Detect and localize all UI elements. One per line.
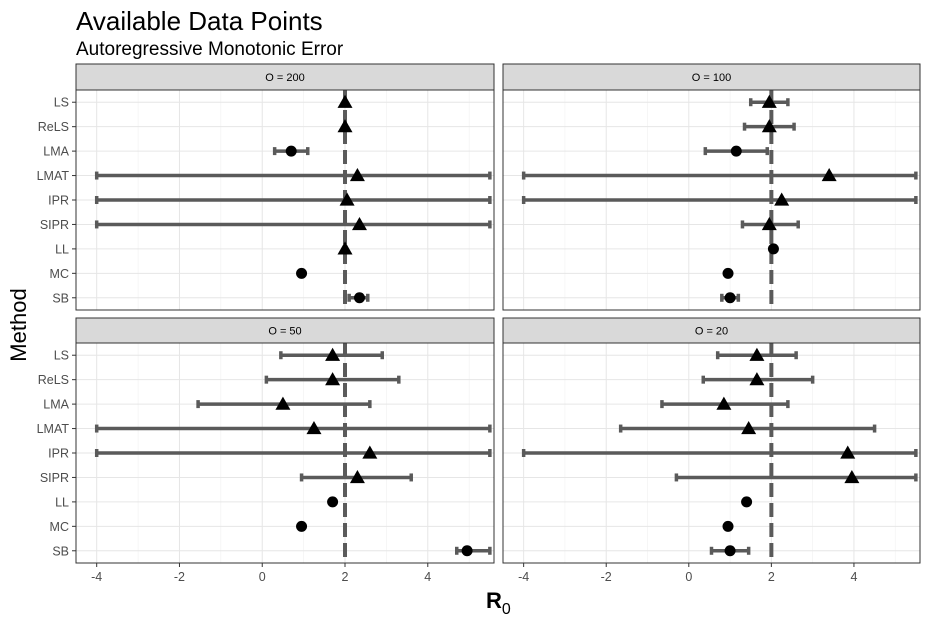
y-axis-title: Method [6, 288, 31, 361]
y-tick-label: SIPR [40, 471, 69, 485]
point-estimate-circle [327, 496, 339, 508]
facet-strip-label: O = 100 [692, 72, 731, 84]
chart-title: Available Data Points [76, 6, 323, 36]
point-estimate-triangle [840, 445, 856, 459]
point-estimate-triangle [821, 168, 837, 182]
x-tick-label: -4 [91, 570, 102, 584]
x-tick-label: 2 [768, 570, 775, 584]
x-tick-label: 4 [850, 570, 857, 584]
point-estimate-triangle [339, 192, 355, 206]
y-tick-label: LS [54, 349, 69, 363]
point-estimate-circle [741, 496, 753, 508]
x-tick-label: -4 [518, 570, 529, 584]
facet-strip [75, 63, 495, 91]
facet-panel-2: O = 50 LS ReLS LMA LMAT IPR SIPR LL MC SB -4 -2 0 2 4 [37, 317, 495, 584]
y-tick-label: SIPR [40, 218, 69, 232]
point-estimate-triangle [741, 421, 757, 435]
x-axis-title: R0 [486, 588, 511, 618]
facet-panel-border [502, 342, 921, 564]
x-axis-title-main: R [486, 588, 502, 613]
facet-strip [502, 63, 921, 91]
point-estimate-triangle [716, 396, 732, 410]
x-axis-title-subscript: 0 [502, 601, 511, 618]
facet-panel-3: O = 20 -4 -2 0 2 4 [502, 317, 921, 584]
point-estimate-triangle [749, 372, 765, 386]
y-tick-label: MC [50, 520, 69, 534]
point-estimate-circle [285, 145, 297, 157]
y-tick-label: LMAT [37, 169, 70, 183]
point-estimate-triangle [306, 421, 322, 435]
y-tick-label: LMAT [37, 422, 70, 436]
point-estimate-triangle [774, 192, 790, 206]
facet-panel-border [502, 89, 921, 311]
facet-strip [75, 317, 495, 344]
point-estimate-triangle [351, 216, 367, 231]
facet-panel-1: O = 100 [502, 63, 921, 311]
point-estimate-triangle [349, 469, 365, 484]
y-tick-label: ReLS [38, 120, 69, 134]
x-tick-label: 0 [259, 570, 266, 584]
y-tick-label: IPR [48, 447, 69, 461]
point-estimate-triangle [325, 372, 341, 386]
point-estimate-triangle [844, 469, 860, 484]
chart-subtitle: Autoregressive Monotonic Error [76, 39, 344, 60]
point-estimate-triangle [275, 396, 291, 410]
point-estimate-triangle [337, 94, 353, 108]
point-estimate-circle [767, 243, 779, 255]
point-estimate-circle [724, 545, 736, 557]
facet-panel-0: O = 200 LS ReLS LMA LMAT IPR SIPR LL MC SB [37, 63, 495, 311]
point-estimate-circle [296, 520, 308, 532]
point-estimate-triangle [325, 347, 341, 361]
point-estimate-triangle [349, 168, 365, 182]
y-tick-label: SB [52, 291, 69, 305]
y-tick-label: LL [55, 242, 69, 256]
facet-strip [502, 317, 921, 344]
y-tick-label: LMA [43, 398, 69, 412]
point-estimate-triangle [362, 445, 378, 459]
y-tick-label: LMA [43, 145, 69, 159]
point-estimate-triangle [749, 347, 765, 361]
x-tick-label: -2 [174, 570, 185, 584]
point-estimate-circle [353, 292, 365, 304]
y-tick-label: IPR [48, 194, 69, 208]
point-estimate-triangle [337, 241, 353, 255]
point-estimate-circle [730, 145, 742, 157]
facet-strip-label: O = 200 [265, 72, 304, 84]
x-tick-label: 0 [685, 570, 692, 584]
y-tick-label: SB [52, 544, 69, 558]
point-estimate-circle [296, 267, 308, 279]
y-tick-label: ReLS [38, 373, 69, 387]
point-estimate-triangle [337, 119, 353, 133]
facet-strip-label: O = 20 [695, 326, 728, 338]
x-tick-label: 2 [342, 570, 349, 584]
point-estimate-triangle [761, 216, 777, 231]
point-estimate-circle [461, 545, 473, 557]
x-tick-label: -2 [601, 570, 612, 584]
x-tick-label: 4 [424, 570, 431, 584]
y-tick-label: LS [54, 96, 69, 110]
point-estimate-triangle [761, 119, 777, 133]
point-estimate-triangle [761, 94, 777, 108]
y-tick-label: MC [50, 267, 69, 281]
point-estimate-circle [722, 520, 734, 532]
point-estimate-circle [724, 292, 736, 304]
y-tick-label: LL [55, 495, 69, 509]
point-estimate-circle [722, 267, 734, 279]
facet-strip-label: O = 50 [268, 326, 301, 338]
